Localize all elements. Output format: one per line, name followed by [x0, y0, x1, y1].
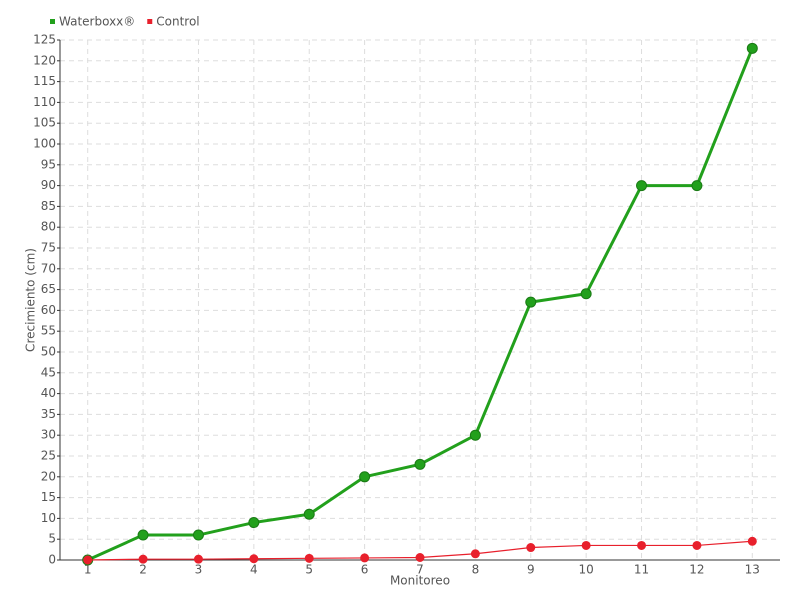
- y-tick-label: 75: [41, 241, 56, 255]
- data-point: [747, 536, 757, 546]
- x-tick-label: 6: [361, 563, 369, 577]
- y-tick-label: 15: [41, 490, 56, 504]
- x-tick-label: 11: [634, 563, 649, 577]
- x-tick-label: 5: [305, 563, 313, 577]
- y-tick-label: 85: [41, 199, 56, 213]
- data-point: [359, 471, 371, 483]
- y-tick-label: 10: [41, 511, 56, 525]
- y-tick-label: 80: [41, 220, 56, 234]
- data-point: [469, 429, 481, 441]
- y-tick-label: 5: [48, 532, 56, 546]
- data-point: [691, 180, 703, 192]
- legend-label: Waterboxx®: [59, 15, 135, 29]
- x-tick-label: 2: [139, 563, 147, 577]
- y-tick-label: 35: [41, 407, 56, 421]
- y-tick-label: 125: [33, 33, 56, 47]
- x-tick-label: 1: [84, 563, 92, 577]
- y-tick-label: 55: [41, 324, 56, 338]
- y-tick-label: 90: [41, 178, 56, 192]
- data-point: [360, 553, 370, 563]
- data-point: [692, 540, 702, 550]
- legend-swatch: [147, 19, 153, 24]
- x-tick-label: 3: [195, 563, 203, 577]
- data-point: [138, 554, 148, 564]
- y-tick-label: 110: [33, 95, 56, 109]
- data-point: [414, 458, 426, 470]
- data-point: [249, 554, 259, 564]
- x-tick-label: 9: [527, 563, 535, 577]
- y-tick-label: 60: [41, 303, 56, 317]
- y-tick-label: 30: [41, 428, 56, 442]
- data-point: [193, 554, 203, 564]
- y-tick-label: 70: [41, 261, 56, 275]
- y-tick-label: 65: [41, 282, 56, 296]
- y-tick-label: 25: [41, 449, 56, 463]
- x-tick-label: 12: [689, 563, 704, 577]
- data-point: [525, 296, 537, 308]
- data-point: [637, 540, 647, 550]
- x-tick-label: 7: [416, 563, 424, 577]
- y-tick-label: 20: [41, 469, 56, 483]
- y-tick-label: 45: [41, 365, 56, 379]
- x-tick-label: 13: [745, 563, 760, 577]
- y-tick-label: 40: [41, 386, 56, 400]
- data-point: [746, 42, 758, 54]
- y-tick-label: 115: [33, 74, 56, 88]
- x-tick-label: 4: [250, 563, 258, 577]
- y-axis-label: Crecimiento (cm): [24, 248, 38, 352]
- y-tick-label: 105: [33, 116, 56, 130]
- x-tick-label: 10: [579, 563, 594, 577]
- data-point: [580, 288, 592, 300]
- data-point: [415, 553, 425, 563]
- legend-swatch: [50, 19, 55, 24]
- data-point: [248, 517, 260, 529]
- y-tick-label: 120: [33, 53, 56, 67]
- data-point: [303, 508, 315, 520]
- y-tick-label: 0: [48, 553, 56, 567]
- data-point: [636, 180, 648, 192]
- data-point: [304, 553, 314, 563]
- legend-label: Control: [156, 15, 199, 29]
- data-point: [192, 529, 204, 541]
- x-axis-label: Monitoreo: [390, 574, 450, 588]
- data-point: [137, 529, 149, 541]
- y-tick-label: 100: [33, 137, 56, 151]
- data-point: [526, 543, 536, 553]
- data-point: [581, 540, 591, 550]
- y-tick-label: 50: [41, 345, 56, 359]
- data-point: [83, 555, 93, 565]
- data-point: [470, 549, 480, 559]
- x-tick-label: 8: [472, 563, 480, 577]
- y-tick-label: 95: [41, 157, 56, 171]
